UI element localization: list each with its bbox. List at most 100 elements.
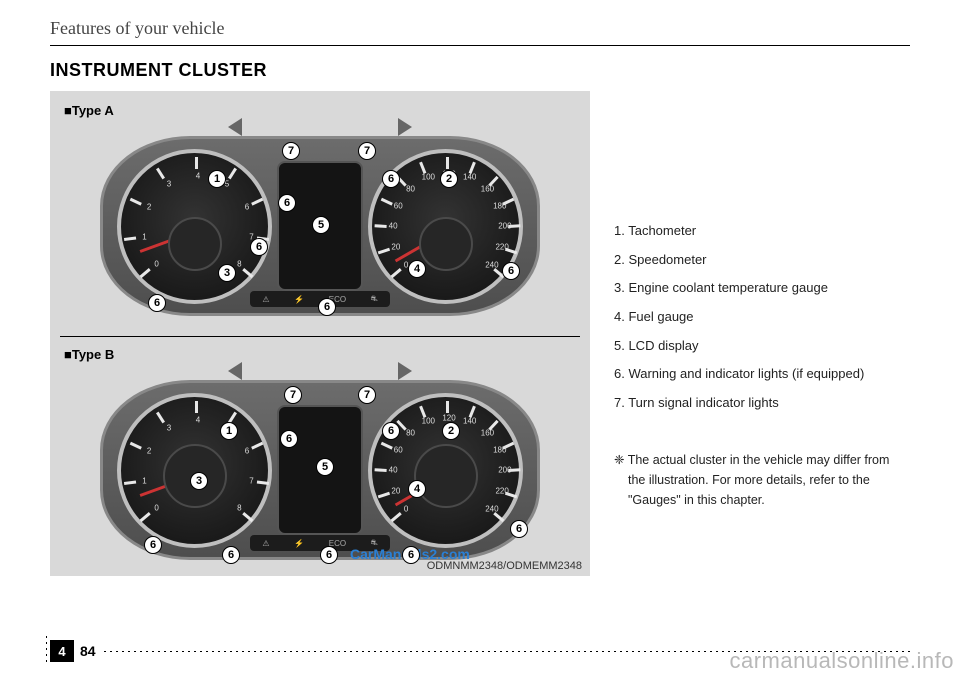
legend-item: 5. LCD display xyxy=(614,334,910,359)
turn-left-icon xyxy=(228,118,242,136)
tick xyxy=(380,441,392,449)
content-row: ■Type A 012345678 0204060801001201 xyxy=(50,91,910,576)
gauge-number: 7 xyxy=(249,476,253,485)
gauge-number: 140 xyxy=(463,417,476,426)
gauge-number: 4 xyxy=(196,171,200,180)
callout-7: 7 xyxy=(282,142,300,160)
callout-6: 6 xyxy=(250,238,268,256)
gauge-number: 40 xyxy=(389,466,398,475)
gauge-number: 0 xyxy=(404,505,408,514)
warning-icon: ⚠ xyxy=(262,295,269,304)
gauge-number: 8 xyxy=(237,504,241,513)
callout-6: 6 xyxy=(402,546,420,564)
tick xyxy=(129,441,141,449)
gauge-number: 40 xyxy=(389,222,398,231)
legend-column: 1. Tachometer 2. Speedometer 3. Engine coo… xyxy=(614,91,910,576)
tick xyxy=(129,197,141,205)
tick xyxy=(374,224,386,228)
callout-6: 6 xyxy=(382,170,400,188)
tick xyxy=(446,157,449,169)
callout-6: 6 xyxy=(280,430,298,448)
gauge-number: 240 xyxy=(485,261,498,270)
gauge-number: 3 xyxy=(167,179,171,188)
callout-6: 6 xyxy=(382,422,400,440)
gauge-number: 0 xyxy=(154,504,158,513)
callout-1: 1 xyxy=(220,422,238,440)
gauge-number: 60 xyxy=(394,201,403,210)
tick xyxy=(123,480,135,485)
legend-item: 3. Engine coolant temperature gauge xyxy=(614,276,910,301)
tachometer-gauge: 012345678 xyxy=(117,149,272,304)
callout-7: 7 xyxy=(358,142,376,160)
gauge-number: 1 xyxy=(142,476,146,485)
legend-item: 4. Fuel gauge xyxy=(614,305,910,330)
gauge-number: 220 xyxy=(495,487,508,496)
figure-column: ■Type A 012345678 0204060801001201 xyxy=(50,91,590,576)
callout-2: 2 xyxy=(440,170,458,188)
tick xyxy=(468,405,475,417)
figure-divider xyxy=(60,336,580,337)
callout-7: 7 xyxy=(358,386,376,404)
gauge-number: 120 xyxy=(442,413,455,422)
tick xyxy=(256,480,268,485)
tick xyxy=(123,236,135,241)
gauge-number: 1 xyxy=(142,232,146,241)
gauge-number: 220 xyxy=(495,243,508,252)
callout-5: 5 xyxy=(312,216,330,234)
tick xyxy=(419,405,426,417)
tick xyxy=(390,268,401,278)
turn-left-icon xyxy=(228,362,242,380)
tick xyxy=(377,491,389,498)
gauge-number: 2 xyxy=(147,446,151,455)
gauge-number: 8 xyxy=(237,260,241,269)
callout-6: 6 xyxy=(510,520,528,538)
tick xyxy=(374,468,386,472)
tick xyxy=(377,247,389,254)
turn-right-icon xyxy=(398,118,412,136)
gauge-number: 100 xyxy=(422,417,435,426)
callout-4: 4 xyxy=(408,260,426,278)
gauge-number: 180 xyxy=(493,201,506,210)
image-code: ODMNMM2348/ODMEMM2348 xyxy=(427,560,582,572)
legend-item: 2. Speedometer xyxy=(614,248,910,273)
callout-6: 6 xyxy=(278,194,296,212)
tachometer-gauge: 012345678 xyxy=(117,393,272,548)
seatbelt-icon: ⛐ xyxy=(371,294,378,304)
tick xyxy=(242,512,253,522)
battery-icon: ⚡ xyxy=(294,295,304,304)
gauge-number: 60 xyxy=(394,445,403,454)
callout-6: 6 xyxy=(320,546,338,564)
turn-right-icon xyxy=(398,362,412,380)
tick xyxy=(195,157,198,169)
tick xyxy=(446,401,449,413)
gauge-number: 180 xyxy=(493,445,506,454)
callout-3: 3 xyxy=(218,264,236,282)
callout-6: 6 xyxy=(144,536,162,554)
type-a-label: ■Type A xyxy=(64,103,580,118)
tick xyxy=(419,161,426,173)
tick xyxy=(156,411,165,423)
gauge-number: 160 xyxy=(481,428,494,437)
callout-3: 3 xyxy=(190,472,208,490)
gauge-number: 80 xyxy=(406,428,415,437)
callout-6: 6 xyxy=(222,546,240,564)
battery-icon: ⚡ xyxy=(294,539,304,548)
gauge-number: 20 xyxy=(391,487,400,496)
tick xyxy=(195,401,198,413)
callout-5: 5 xyxy=(316,458,334,476)
manual-page: Features of your vehicle INSTRUMENT CLUS… xyxy=(0,0,960,676)
tick xyxy=(251,441,263,449)
tick xyxy=(156,167,165,179)
gauge-number: 2 xyxy=(147,202,151,211)
gauge-number: 3 xyxy=(167,423,171,432)
speedometer-gauge: 020406080100120140160180200220240 xyxy=(368,393,523,548)
temp-subgauge xyxy=(168,217,222,271)
legend-item: 1. Tachometer xyxy=(614,219,910,244)
callout-6: 6 xyxy=(148,294,166,312)
gauge-number: 4 xyxy=(196,415,200,424)
gauge-number: 140 xyxy=(463,173,476,182)
gauge-number: 200 xyxy=(498,466,511,475)
gauge-number: 100 xyxy=(422,173,435,182)
fuel-subgauge xyxy=(414,444,478,508)
gauge-number: 20 xyxy=(391,243,400,252)
